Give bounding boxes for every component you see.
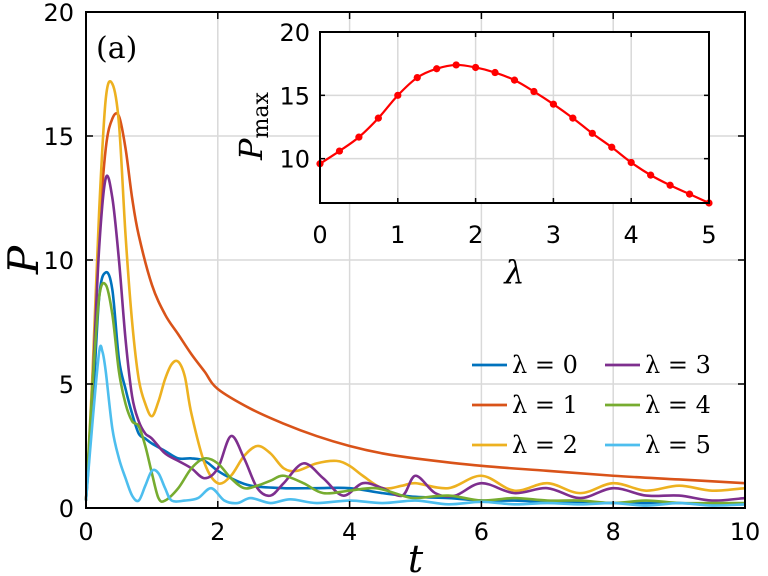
main-series-group: [84, 79, 746, 507]
main-x-tick-label: 6: [474, 518, 489, 546]
legend-label-lambda-4: λ = 4: [645, 391, 711, 419]
inset-x-tick-label: 3: [546, 221, 561, 249]
main-y-tick-label: 20: [43, 0, 74, 27]
main-x-tick-label: 2: [210, 518, 225, 546]
main-ticks: [85, 11, 746, 509]
inset-y-tick-label: 10: [279, 146, 310, 174]
inset-data-point: [491, 68, 499, 77]
inset-data-point: [685, 190, 694, 198]
series-line-lambda-4: [84, 281, 745, 505]
inset-x-axis-label: λ: [502, 253, 524, 291]
legend: λ = 0 λ = 1 λ = 2 λ = 3 λ = 4 λ = 5: [472, 351, 711, 459]
inset-axes-frame: [319, 31, 710, 204]
inset-grid: [319, 31, 710, 203]
main-y-axis-label: P: [0, 245, 48, 275]
inset-data-point: [627, 158, 635, 167]
inset-data-point: [549, 100, 558, 108]
main-x-tick-label: 8: [606, 518, 621, 546]
series-line-lambda-3: [84, 174, 746, 502]
inset-data-point: [608, 143, 616, 151]
inset-data-point: [335, 147, 344, 155]
inset-data-point: [569, 114, 577, 122]
inset-series-group: [316, 61, 713, 207]
main-y-tick-label: 0: [59, 495, 74, 523]
main-x-tick-label: 0: [78, 518, 93, 546]
inset-background: [320, 32, 709, 203]
legend-label-lambda-3: λ = 3: [645, 351, 711, 379]
inset-ticks: [319, 31, 710, 203]
inset-data-point: [510, 76, 519, 84]
inset-x-tick-label: 1: [390, 221, 405, 249]
inset-y-tick-label: 15: [279, 82, 310, 110]
inset-data-point: [666, 181, 674, 189]
series-line-lambda-5: [84, 344, 746, 507]
legend-label-lambda-2: λ = 2: [512, 431, 578, 459]
legend-label-lambda-1: λ = 1: [512, 391, 578, 419]
main-y-tick-label: 15: [43, 123, 74, 151]
inset-x-tick-label: 5: [701, 221, 716, 249]
main-x-axis-label: t: [408, 537, 424, 576]
inset-x-tick-label: 2: [468, 221, 483, 249]
inset-data-point: [374, 114, 382, 122]
inset-x-tick-label: 0: [312, 221, 327, 249]
inset-data-point: [413, 74, 421, 82]
inset-y-axis-label-subscript: max: [249, 91, 274, 138]
inset-plot: 0 1 2 3 4 5 10 15 20 λ Pmax: [232, 19, 717, 291]
inset-data-point: [355, 133, 363, 141]
inset-data-point: [452, 61, 460, 69]
inset-x-tick-label: 4: [624, 221, 639, 249]
inset-data-point: [433, 65, 441, 73]
main-y-tick-label: 5: [59, 371, 74, 399]
series-line-lambda-2: [84, 79, 746, 501]
inset-y-axis-label: Pmax: [232, 91, 274, 161]
inset-data-point: [394, 91, 402, 99]
main-y-tick-label: 10: [43, 247, 74, 275]
inset-y-tick-label: 20: [279, 19, 310, 47]
inset-data-point: [472, 63, 480, 72]
main-x-tick-label: 10: [730, 518, 761, 546]
panel-label: (a): [96, 31, 137, 66]
series-line-lambda-1: [84, 112, 746, 501]
inset-y-axis-label-main: P: [232, 138, 270, 161]
legend-label-lambda-5: λ = 5: [645, 431, 711, 459]
inset-data-point: [647, 171, 655, 179]
main-x-tick-label: 4: [342, 518, 357, 546]
inset-data-point: [530, 87, 538, 96]
inset-data-point: [588, 129, 596, 137]
legend-label-lambda-0: λ = 0: [512, 351, 578, 379]
inset-tick-labels: 0 1 2 3 4 5 10 15 20: [279, 19, 716, 249]
